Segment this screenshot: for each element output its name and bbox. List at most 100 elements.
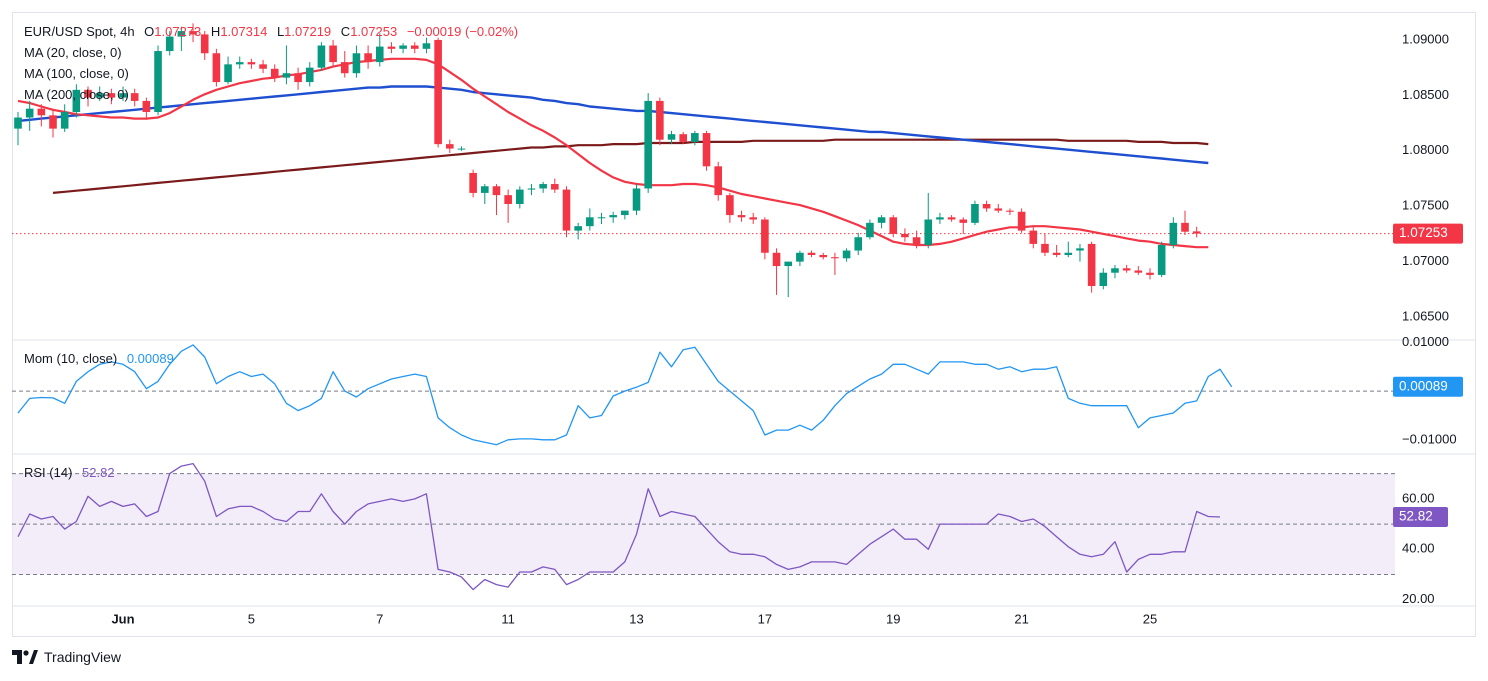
candle[interactable] [889,215,898,238]
candle[interactable] [329,39,337,67]
candle[interactable] [317,42,326,71]
candle[interactable] [235,56,244,69]
candle[interactable] [516,186,524,209]
candle[interactable] [1041,233,1049,257]
candle[interactable] [119,86,127,101]
candle[interactable] [399,43,407,54]
candle[interactable] [737,210,746,222]
candle[interactable] [551,178,559,193]
candle[interactable] [749,212,758,224]
candle[interactable] [130,88,139,107]
candle[interactable] [224,56,232,85]
candle[interactable] [1029,226,1038,249]
candle[interactable] [656,97,664,146]
candle[interactable] [84,86,92,107]
candle[interactable] [1122,264,1131,273]
candle[interactable] [726,192,734,223]
candle[interactable] [807,250,816,258]
candle[interactable] [842,248,851,262]
candle[interactable] [492,184,501,216]
candle[interactable] [387,42,396,54]
candle[interactable] [796,250,804,267]
candle[interactable] [772,248,781,295]
candle[interactable] [586,208,594,231]
candle[interactable] [854,232,863,255]
candle[interactable] [1076,243,1084,262]
candle[interactable] [1017,208,1026,233]
candle[interactable] [632,184,641,216]
candle[interactable] [434,37,442,148]
candle[interactable] [247,58,256,69]
candle[interactable] [609,211,617,223]
candle[interactable] [340,51,349,78]
candle[interactable] [107,88,116,105]
candle[interactable] [1146,268,1154,280]
candle[interactable] [1169,217,1178,249]
candle[interactable] [1134,266,1143,275]
candle[interactable] [819,252,828,260]
candle[interactable] [901,228,909,242]
candle[interactable] [457,146,466,151]
candle[interactable] [481,184,489,204]
candle[interactable] [562,186,571,238]
candle[interactable] [142,97,151,120]
candle[interactable] [761,217,769,260]
candle[interactable] [924,192,933,249]
candle[interactable] [375,33,384,67]
candle[interactable] [947,215,956,222]
candle[interactable] [259,59,267,74]
candle[interactable] [212,48,221,87]
candle[interactable] [1087,241,1096,293]
candle[interactable] [422,37,431,54]
candle[interactable] [37,104,46,127]
candle[interactable] [352,45,361,78]
candle[interactable] [679,131,687,145]
candle[interactable] [49,108,57,138]
candle[interactable] [574,222,582,240]
candle[interactable] [410,42,419,54]
candle[interactable] [200,31,209,60]
candle[interactable] [25,100,34,131]
candle[interactable] [177,26,186,52]
candle[interactable] [1157,241,1166,278]
candle[interactable] [621,210,629,220]
candle[interactable] [504,189,512,223]
candle[interactable] [912,230,921,249]
candle[interactable] [527,184,536,196]
candle[interactable] [282,45,291,85]
candle[interactable] [154,45,162,116]
candle[interactable] [866,219,874,240]
rsi-legend[interactable]: RSI (14) 52.82 [24,463,115,483]
candle[interactable] [1111,264,1119,279]
candle[interactable] [1192,226,1201,238]
candle[interactable] [1099,268,1108,290]
candle[interactable] [60,104,69,132]
candle[interactable] [1052,245,1061,258]
candle[interactable] [784,261,793,298]
candlesticks[interactable] [14,23,1201,298]
candle[interactable] [667,130,676,145]
candle[interactable] [305,62,314,87]
momentum-legend[interactable]: Mom (10, close) 0.00089 [24,349,174,369]
candle[interactable] [189,23,197,43]
candle[interactable] [95,86,104,101]
candle[interactable] [270,64,279,83]
candle[interactable] [1006,208,1014,216]
ma200-legend[interactable]: MA (200, close, 0) [24,85,129,105]
candle[interactable] [877,215,886,229]
candle[interactable] [1064,241,1073,258]
candle[interactable] [971,200,979,226]
candle[interactable] [936,212,944,224]
candle[interactable] [714,161,722,201]
tradingview-logo[interactable]: TradingView [12,649,121,665]
candle[interactable] [982,200,991,212]
ma100-legend[interactable]: MA (100, close, 0) [24,64,129,84]
candle[interactable] [294,67,302,90]
candle[interactable] [644,93,652,193]
candle[interactable] [959,217,968,234]
candle[interactable] [445,139,454,154]
candle[interactable] [994,203,1003,213]
candle[interactable] [364,45,372,69]
candle[interactable] [72,84,81,118]
